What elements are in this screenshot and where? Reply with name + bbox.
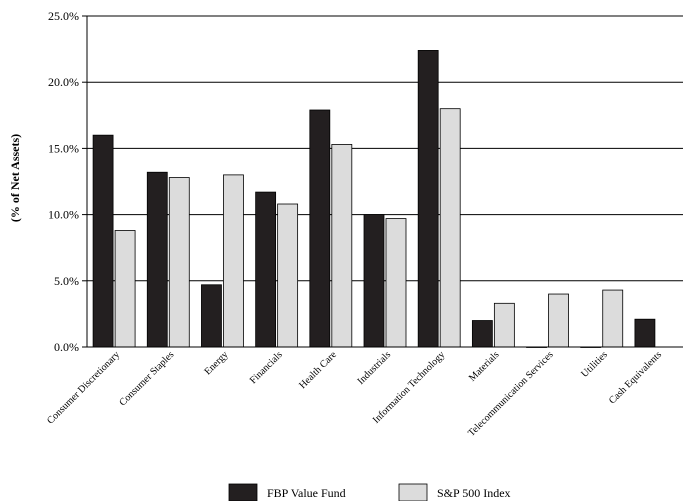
bar-index <box>602 289 624 348</box>
legend-swatch <box>398 483 428 501</box>
y-tick-label: 0.0% <box>54 340 79 354</box>
legend: FBP Value Fund S&P 500 Index <box>228 483 511 501</box>
legend-label: S&P 500 Index <box>437 486 511 500</box>
x-tick-label: Utilities <box>579 349 610 380</box>
bar-fund <box>255 191 277 348</box>
y-tick-label: 5.0% <box>54 274 79 288</box>
bar-fund <box>634 318 656 348</box>
x-tick-label: Industrials <box>355 349 393 387</box>
bar-fund <box>201 284 222 348</box>
x-tick-label: Energy <box>203 349 231 377</box>
x-tick-label: Consumer Staples <box>117 349 176 408</box>
y-tick-label: 15.0% <box>48 141 79 155</box>
x-tick-label: Materials <box>467 349 502 384</box>
x-tick-label: Health Care <box>297 349 339 391</box>
bar-index <box>114 230 136 348</box>
bar-index <box>493 302 515 348</box>
x-tick-label: Cash Equivalents <box>607 349 664 406</box>
bar-fund <box>471 320 493 348</box>
y-tick-label: 10.0% <box>48 208 79 222</box>
bar-index <box>168 177 190 348</box>
bar-index <box>439 108 461 348</box>
y-tick-labels: 0.0% 5.0% 10.0% 15.0% 20.0% 25.0% <box>48 9 79 354</box>
y-tick-label: 25.0% <box>48 9 79 23</box>
x-tick-label: Financials <box>248 349 285 386</box>
legend-label: FBP Value Fund <box>267 486 346 500</box>
bar-index <box>223 174 244 348</box>
bars <box>92 50 656 348</box>
bar-index <box>277 203 299 348</box>
bar-fund <box>417 50 439 348</box>
axes <box>82 15 683 348</box>
x-tick-label: Consumer Discretionary <box>45 349 122 426</box>
y-axis-title: (% of Net Assets) <box>8 134 22 222</box>
legend-swatch <box>228 483 258 501</box>
bar-index <box>548 293 569 348</box>
bar-fund <box>146 171 168 348</box>
bar-index <box>385 218 407 348</box>
bar-index <box>331 144 353 348</box>
bar-fund <box>309 109 331 348</box>
bar-fund <box>92 134 114 348</box>
bar-fund <box>363 214 385 348</box>
y-tick-label: 20.0% <box>48 75 79 89</box>
